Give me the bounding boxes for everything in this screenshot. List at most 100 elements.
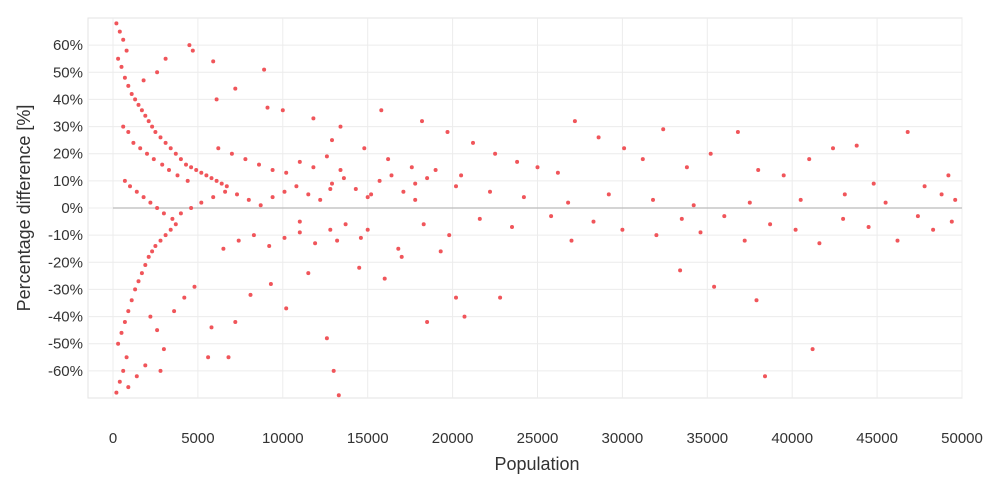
data-point [569, 238, 574, 243]
data-point [324, 154, 329, 159]
data-point [119, 330, 124, 335]
data-point [124, 48, 129, 53]
data-point [178, 211, 183, 216]
data-point [167, 168, 171, 172]
x-tick-label: 30000 [602, 430, 644, 447]
data-point [204, 173, 209, 178]
data-point [413, 197, 418, 202]
data-point [163, 56, 168, 61]
data-point [488, 189, 492, 194]
data-point [173, 222, 178, 227]
data-point [116, 56, 121, 61]
data-point [133, 287, 138, 292]
data-point [596, 135, 601, 140]
x-tick-label: 20000 [432, 430, 474, 447]
data-point [128, 184, 132, 189]
y-tick-label: 40% [53, 91, 83, 108]
data-point [895, 238, 900, 243]
data-point [477, 216, 482, 221]
data-point [235, 192, 239, 197]
data-point [251, 233, 256, 238]
data-point [119, 64, 124, 69]
data-point [535, 165, 540, 170]
data-point [199, 200, 204, 205]
data-point [146, 254, 151, 259]
data-point [313, 241, 318, 246]
data-point [211, 195, 216, 200]
data-point [150, 124, 155, 129]
data-point [438, 249, 443, 254]
data-point [211, 59, 216, 64]
data-point [143, 263, 148, 267]
data-point [114, 21, 119, 26]
data-point [136, 279, 141, 284]
data-point [521, 195, 526, 200]
data-point [148, 200, 153, 205]
data-point [425, 176, 430, 181]
data-point [143, 113, 148, 118]
data-point [121, 124, 126, 129]
data-point [268, 282, 273, 286]
data-point [284, 170, 289, 175]
data-point [421, 222, 426, 227]
data-point [155, 206, 160, 210]
data-point [555, 170, 560, 175]
data-point [572, 119, 577, 124]
data-point [134, 189, 139, 194]
data-point [121, 37, 126, 42]
data-point [413, 181, 418, 186]
data-point [297, 159, 302, 164]
data-point [462, 314, 467, 319]
data-point [328, 187, 333, 191]
data-point [357, 265, 362, 270]
data-point [382, 276, 387, 281]
data-point [282, 189, 287, 194]
data-point [116, 341, 121, 346]
data-point [187, 43, 192, 48]
data-point [267, 244, 272, 248]
data-point [515, 159, 520, 164]
data-point [640, 157, 645, 162]
data-point [306, 271, 311, 276]
data-point [214, 97, 219, 102]
data-point [134, 374, 139, 379]
data-point [184, 162, 188, 167]
x-tick-label: 25000 [517, 430, 559, 447]
data-point [161, 211, 166, 216]
data-point [182, 295, 187, 300]
data-point [335, 238, 340, 243]
data-point [454, 184, 458, 189]
data-point [311, 116, 316, 121]
data-point [161, 347, 166, 352]
data-point [151, 157, 156, 162]
data-point [168, 146, 173, 151]
data-point [949, 219, 954, 224]
data-point [754, 298, 759, 303]
data-point [153, 130, 158, 134]
data-point [841, 216, 846, 221]
data-point [712, 284, 717, 289]
data-point [798, 197, 803, 202]
data-point [651, 197, 655, 202]
data-point [280, 108, 285, 113]
data-point [126, 309, 131, 314]
data-point [175, 173, 180, 178]
data-point [246, 197, 251, 202]
data-point [122, 178, 127, 183]
data-point [294, 184, 299, 189]
data-point [173, 151, 178, 156]
data-point [224, 184, 229, 189]
data-points [114, 21, 958, 398]
data-point [905, 130, 910, 134]
data-point [433, 168, 438, 172]
data-point [194, 168, 199, 172]
data-point [338, 168, 343, 172]
data-point [365, 195, 370, 200]
x-tick-label: 45000 [856, 430, 898, 447]
data-point [842, 192, 847, 197]
x-axis-title: Population [494, 454, 579, 474]
data-point [922, 184, 927, 189]
data-point [817, 241, 822, 246]
data-point [336, 393, 341, 398]
